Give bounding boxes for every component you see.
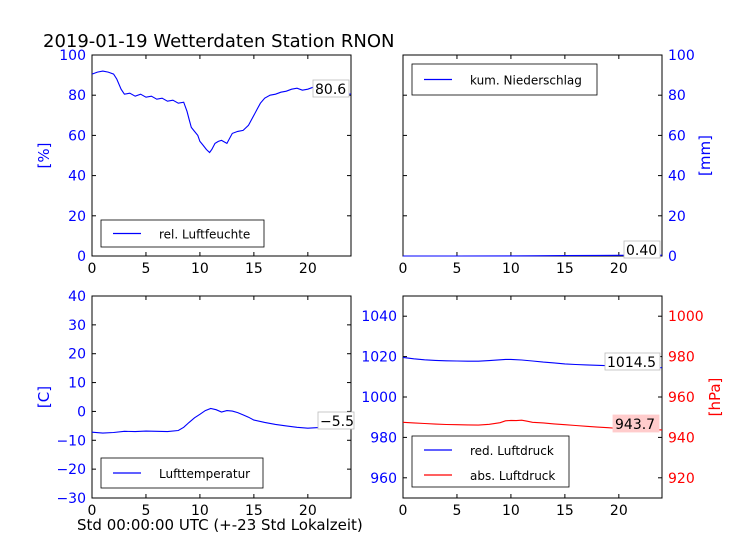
chart-panel-precipitation: 0 5 10 15 20 0 20 40 60 80 100 [mm] kum. Niederschla… — [399, 48, 714, 277]
y-right-tick-label: 960 — [668, 390, 695, 406]
x-tick-label: 5 — [452, 503, 461, 519]
y-tick-label: −10 — [56, 433, 86, 449]
y-tick-label: 30 — [68, 318, 86, 334]
y-tick-label: 20 — [68, 209, 86, 225]
y-right-tick-label: 920 — [668, 471, 695, 487]
y-tick-label: 0 — [77, 404, 86, 420]
value-annotation: −5.5 — [320, 414, 354, 430]
series-line-rel-luftfeuchte — [91, 70, 352, 154]
y-tick-label: 60 — [68, 128, 86, 144]
y-tick-label: 1000 — [361, 390, 397, 406]
x-tick-label: 5 — [141, 261, 150, 277]
x-tick-label: 0 — [88, 261, 97, 277]
value-annotation-box — [604, 352, 661, 371]
plot-frame — [91, 295, 352, 499]
x-tick-label: 15 — [245, 503, 263, 519]
value-annotation: 1014.5 — [607, 355, 656, 371]
y-axis-label: [mm] — [696, 135, 714, 176]
y-tick-label: 0 — [77, 249, 86, 265]
legend-label: rel. Luftfeuchte — [159, 228, 250, 242]
y-tick-label: 10 — [68, 376, 86, 392]
x-tick-label: 15 — [556, 261, 574, 277]
y-tick-label: 100 — [59, 48, 86, 64]
y-tick-label: 0 — [668, 249, 677, 265]
x-tick-label: 10 — [502, 261, 520, 277]
legend-label: kum. Niederschlag — [470, 74, 582, 88]
chart-panel-humidity: 0 5 10 15 20 0 20 40 60 80 100 [%] rel. Luftfeuchte 8… — [35, 48, 352, 277]
y-tick-label: 100 — [668, 48, 695, 64]
x-tick-label: 10 — [502, 503, 520, 519]
x-tick-label: 20 — [299, 503, 317, 519]
legend-box — [411, 435, 570, 488]
value-annotation: 943.7 — [615, 417, 655, 433]
y-right-tick-label: 1000 — [668, 309, 704, 325]
y-tick-label: 980 — [370, 430, 397, 446]
y-tick-label: 20 — [668, 209, 686, 225]
y-tick-label: −30 — [56, 491, 86, 507]
chart-panel-pressure: 0 5 10 15 20 960 980 1000 1020 1040 920 940 960 980 10… — [361, 295, 724, 519]
plot-frame — [91, 54, 352, 257]
legend-label: Lufttemperatur — [159, 467, 250, 481]
value-annotation-box — [312, 79, 350, 98]
y-axis-label: [C] — [35, 386, 53, 408]
x-tick-label: 0 — [88, 503, 97, 519]
x-tick-label: 5 — [452, 261, 461, 277]
legend-label: abs. Luftdruck — [470, 469, 555, 483]
y-tick-label: 1020 — [361, 350, 397, 366]
y-axis-label: [%] — [35, 143, 53, 169]
series-line-lufttemperatur — [91, 407, 352, 434]
y-tick-label: 40 — [68, 289, 86, 305]
y-tick-label: 40 — [68, 169, 86, 185]
value-annotation: 80.6 — [315, 82, 346, 98]
y-tick-label: 40 — [668, 169, 686, 185]
x-tick-label: 20 — [610, 261, 628, 277]
y-tick-label: 80 — [68, 88, 86, 104]
x-tick-label: 20 — [610, 503, 628, 519]
x-tick-label: 0 — [399, 503, 408, 519]
x-tick-label: 15 — [245, 261, 263, 277]
y-tick-label: 960 — [370, 471, 397, 487]
figure-xlabel: Std 00:00:00 UTC (+-23 Std Lokalzeit) — [77, 516, 363, 534]
x-tick-label: 10 — [191, 261, 209, 277]
chart-panel-temperature: 0 5 10 15 20 −30 −20 −10 0 10 20 30 40 [C] Lufttempera… — [35, 289, 355, 519]
y-right-tick-label: 940 — [668, 430, 695, 446]
y-tick-label: 1040 — [361, 309, 397, 325]
y-tick-label: 80 — [668, 88, 686, 104]
x-tick-label: 5 — [141, 503, 150, 519]
value-annotation: 0.40 — [626, 243, 657, 259]
y-right-tick-label: 980 — [668, 350, 695, 366]
legend-label: red. Luftdruck — [470, 444, 554, 458]
x-tick-label: 0 — [399, 261, 408, 277]
x-tick-label: 10 — [191, 503, 209, 519]
value-annotation-box — [317, 411, 355, 430]
figure-title: 2019-01-19 Wetterdaten Station RNON — [43, 31, 395, 52]
value-annotation-box — [612, 414, 660, 433]
x-tick-label: 15 — [556, 503, 574, 519]
x-tick-label: 20 — [299, 261, 317, 277]
y-axis-label-right: [hPa] — [706, 378, 724, 417]
y-tick-label: −20 — [56, 462, 86, 478]
value-annotation-box — [623, 240, 661, 259]
y-tick-label: 20 — [68, 347, 86, 363]
y-tick-label: 60 — [668, 128, 686, 144]
